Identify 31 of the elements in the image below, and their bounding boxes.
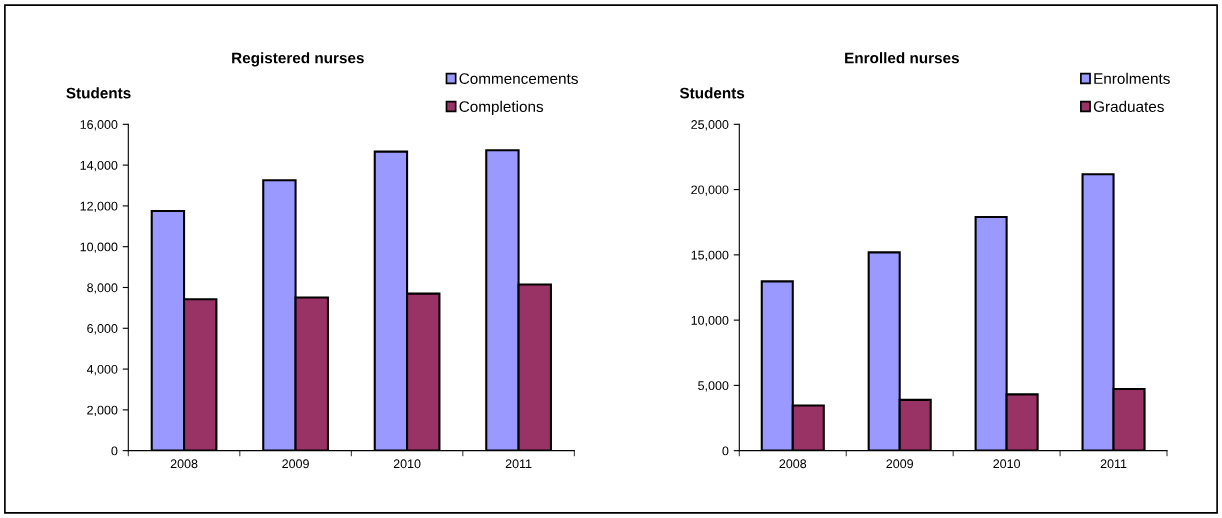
x-tick-label: 2011 (505, 459, 532, 469)
y-tick-label: 10,000 (691, 315, 729, 327)
y-tick-label: 6,000 (87, 324, 118, 335)
y-tick-label: 8,000 (87, 283, 118, 294)
x-tick-label: 2009 (282, 459, 309, 469)
x-tick-label: 2008 (170, 459, 198, 469)
y-axis-title: Students (679, 87, 745, 99)
y-axis-title: Students (66, 87, 131, 99)
chart-title: Registered nurses (232, 52, 364, 67)
y-tick-label: 14,000 (80, 160, 118, 172)
legend-label: Graduates (1093, 100, 1164, 113)
legend-label: Completions (459, 100, 544, 116)
x-tick-label: 2009 (886, 459, 914, 469)
legend-label: Commencements (459, 73, 578, 85)
y-tick-label: 20,000 (691, 185, 729, 196)
y-tick-label: 15,000 (691, 250, 729, 261)
y-tick-label: 4,000 (86, 364, 118, 376)
y-tick-label: 0 (111, 446, 118, 456)
y-tick-label: 12,000 (80, 201, 118, 213)
y-tick-label: 0 (722, 446, 729, 456)
y-tick-label: 16,000 (80, 120, 118, 131)
chart-title: Enrolled nurses (845, 52, 959, 64)
y-tick-label: 25,000 (691, 120, 729, 131)
y-tick-label: 5,000 (698, 381, 729, 392)
x-tick-label: 2010 (993, 459, 1021, 469)
y-tick-label: 2,000 (87, 405, 118, 416)
x-tick-label: 2008 (779, 459, 807, 469)
y-tick-label: 10,000 (80, 242, 118, 253)
legend-label: Enrolments (1094, 72, 1170, 85)
x-tick-label: 2011 (1100, 459, 1127, 469)
x-tick-label: 2010 (393, 459, 421, 469)
